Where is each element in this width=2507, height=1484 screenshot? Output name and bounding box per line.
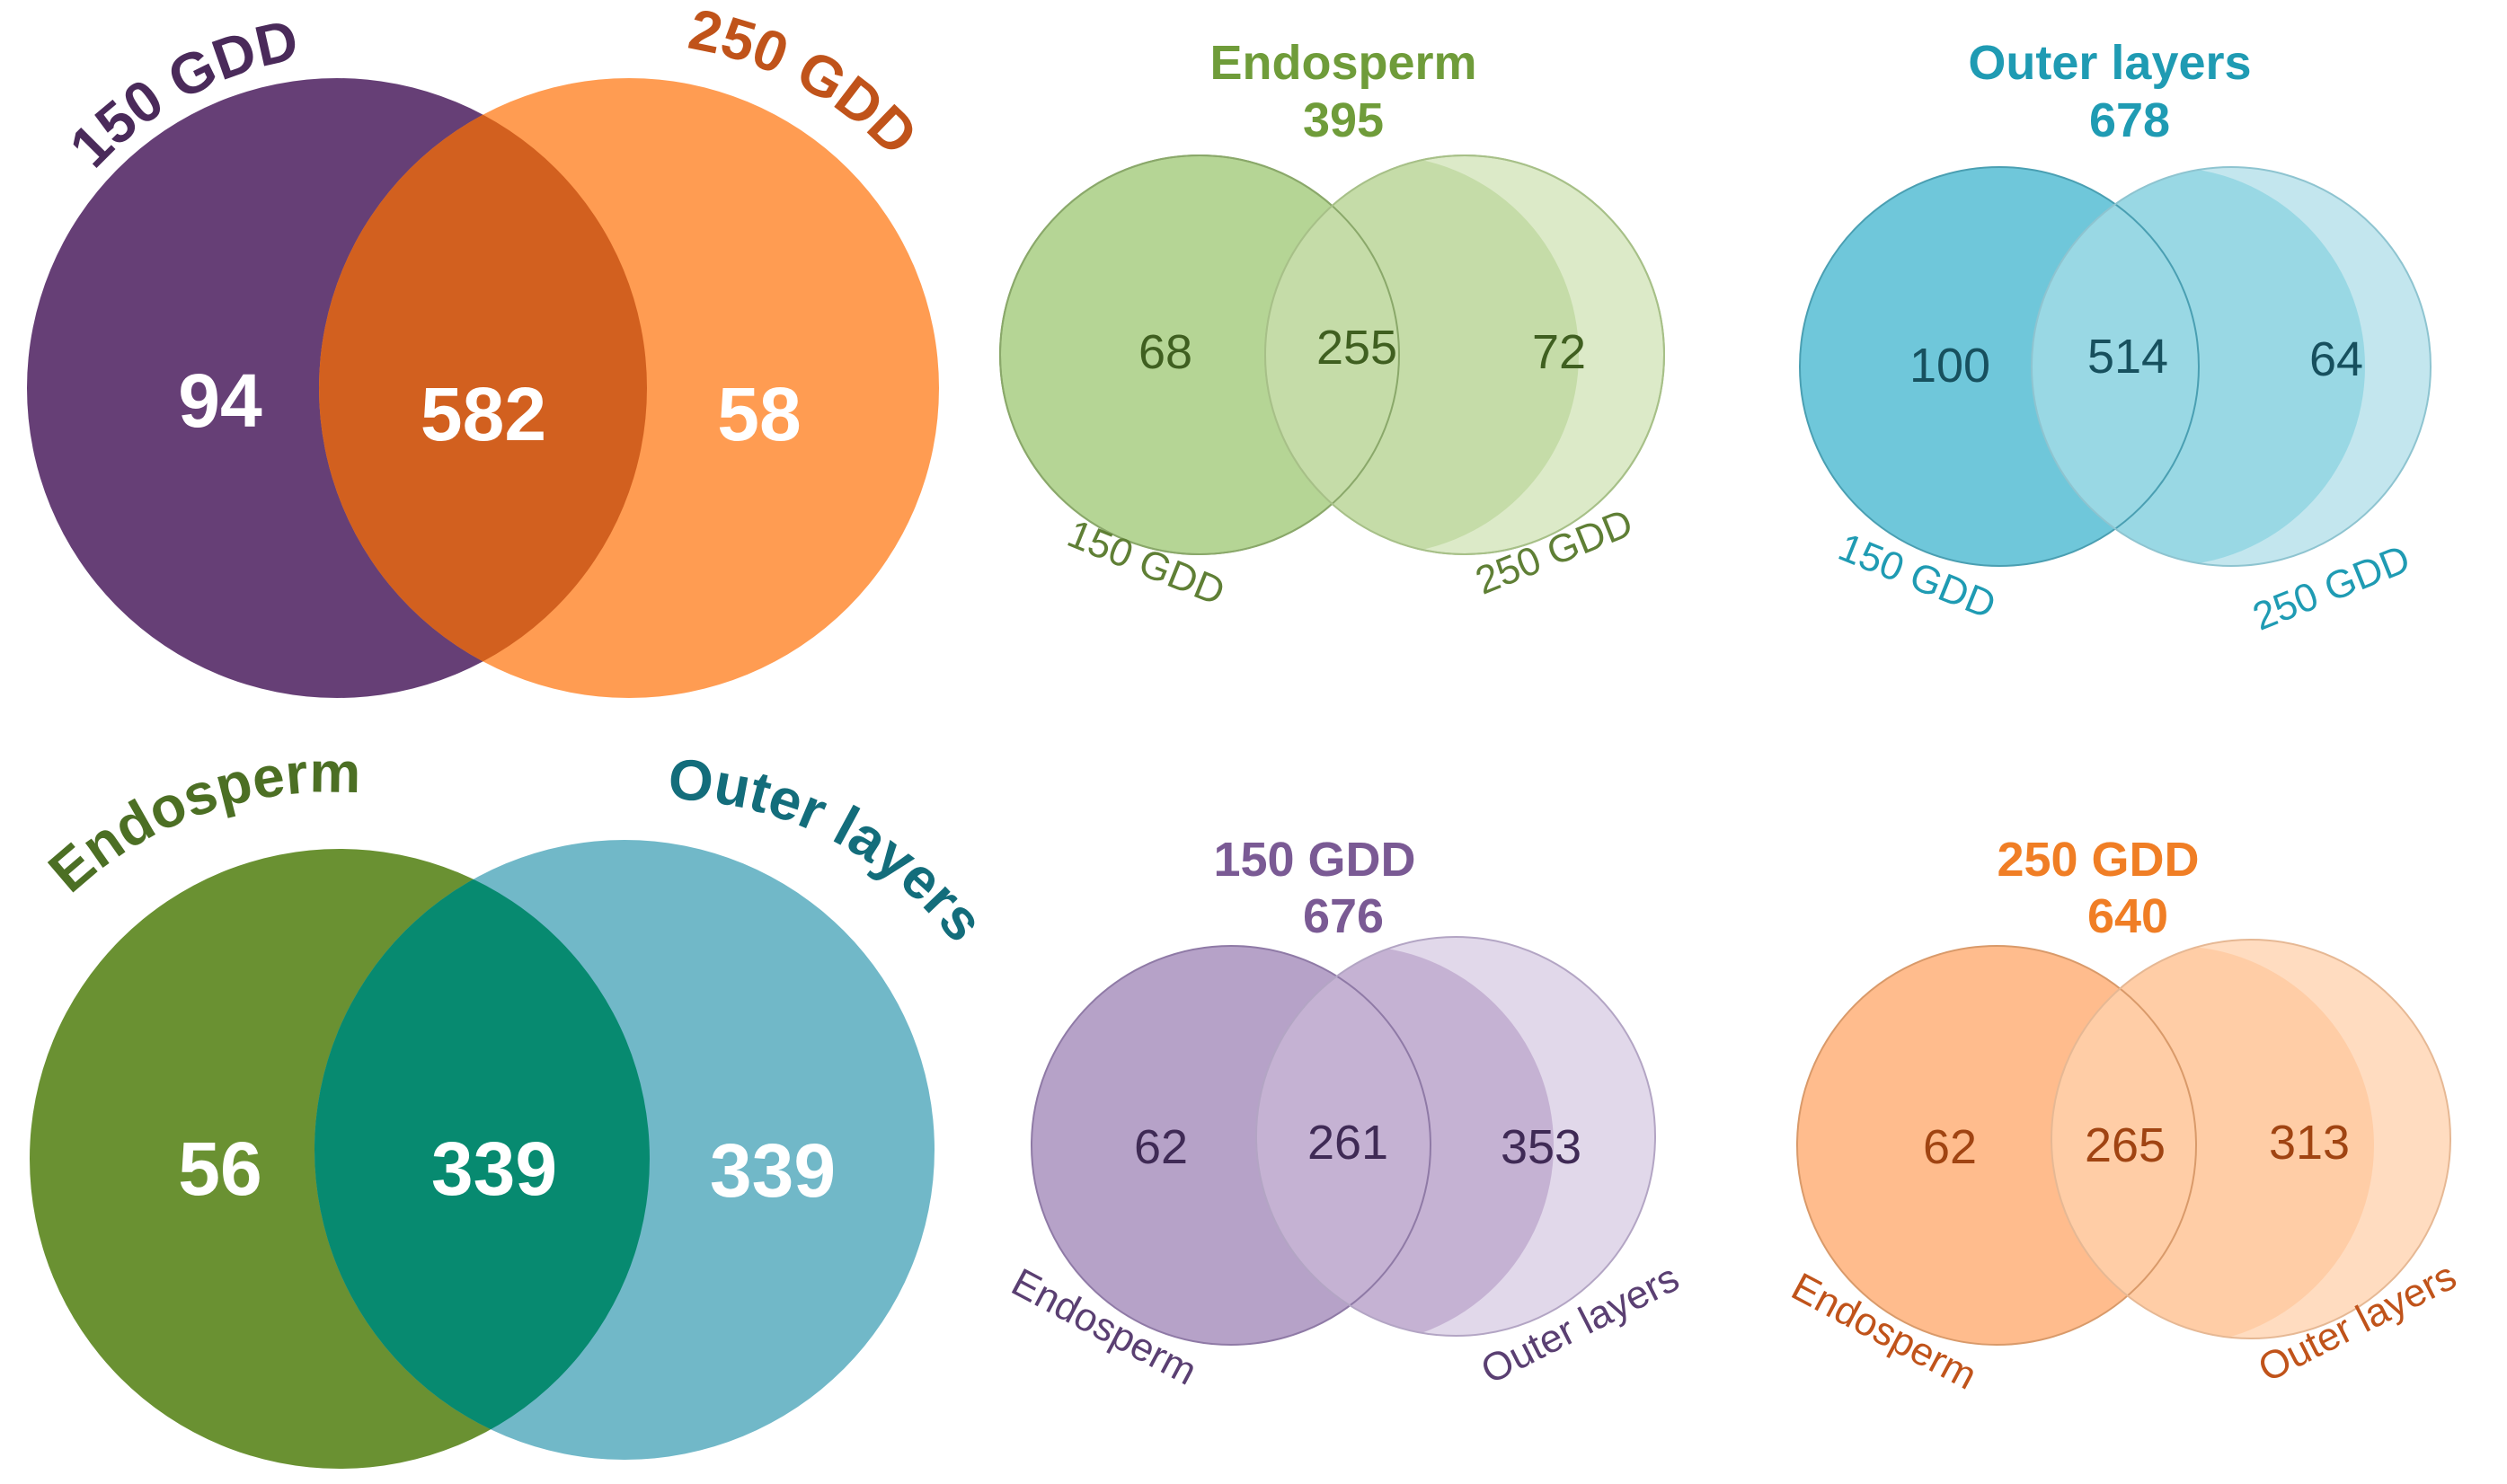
left-only-count: 56 [178, 1126, 261, 1211]
left-outline [1031, 945, 1431, 1346]
left-outline [1796, 945, 2197, 1346]
venn-overall-tissue: Endosperm Outer layers 56 339 339 [30, 739, 997, 1469]
right-outline [2051, 939, 2451, 1339]
shared-count: 339 [431, 1126, 557, 1211]
right-outline [1264, 155, 1665, 555]
right-only-count: 353 [1501, 1120, 1581, 1174]
overlap-region [314, 849, 650, 1460]
overlap-region [1256, 946, 1554, 1336]
right-only-count: 339 [710, 1128, 836, 1213]
shared-count: 255 [1316, 321, 1397, 375]
overlap-region [2032, 167, 2365, 566]
left-outline [1799, 166, 2200, 567]
right-outline [2031, 166, 2432, 567]
shared-count: 265 [2085, 1118, 2166, 1172]
panel-total: 676 [1303, 889, 1384, 943]
panel-total: 678 [2089, 93, 2170, 147]
shared-count: 582 [421, 372, 546, 456]
venn-overall-gdd: 150 GDD 250 GDD 94 582 58 [27, 0, 939, 698]
left-outline [999, 155, 1400, 555]
right-only-count: 72 [1532, 325, 1586, 379]
left-only-count: 68 [1138, 325, 1192, 379]
panel-title: Outer layers [1968, 36, 2251, 90]
left-only-count: 94 [178, 358, 262, 443]
shared-count: 261 [1307, 1116, 1388, 1170]
left-only-count: 62 [1923, 1120, 1977, 1174]
venn-endosperm: Endosperm 395 68 255 72 150 GDD 250 GDD [999, 36, 1665, 614]
left-only-count: 100 [1909, 339, 1990, 393]
venn-outer-layers: Outer layers 678 100 514 64 150 GDD 250 … [1799, 36, 2432, 640]
right-only-count: 313 [2269, 1116, 2350, 1170]
right-outline [1255, 936, 1656, 1337]
right-only-count: 58 [717, 372, 801, 456]
overlap-region [319, 78, 647, 698]
right-only-count: 64 [2309, 332, 2363, 386]
panel-title: 150 GDD [1213, 833, 1415, 887]
left-only-count: 62 [1134, 1120, 1188, 1174]
venn-250-gdd: 250 GDD 640 62 265 313 Endosperm Outer l… [1785, 833, 2463, 1399]
panel-total: 640 [2087, 889, 2168, 943]
shared-count: 514 [2087, 330, 2168, 384]
panel-title: Endosperm [1209, 36, 1476, 90]
panel-total: 395 [1303, 93, 1384, 147]
panel-title: 250 GDD [1997, 833, 2199, 887]
venn-150-gdd: 150 GDD 676 62 261 353 Endosperm Outer l… [1005, 833, 1686, 1394]
